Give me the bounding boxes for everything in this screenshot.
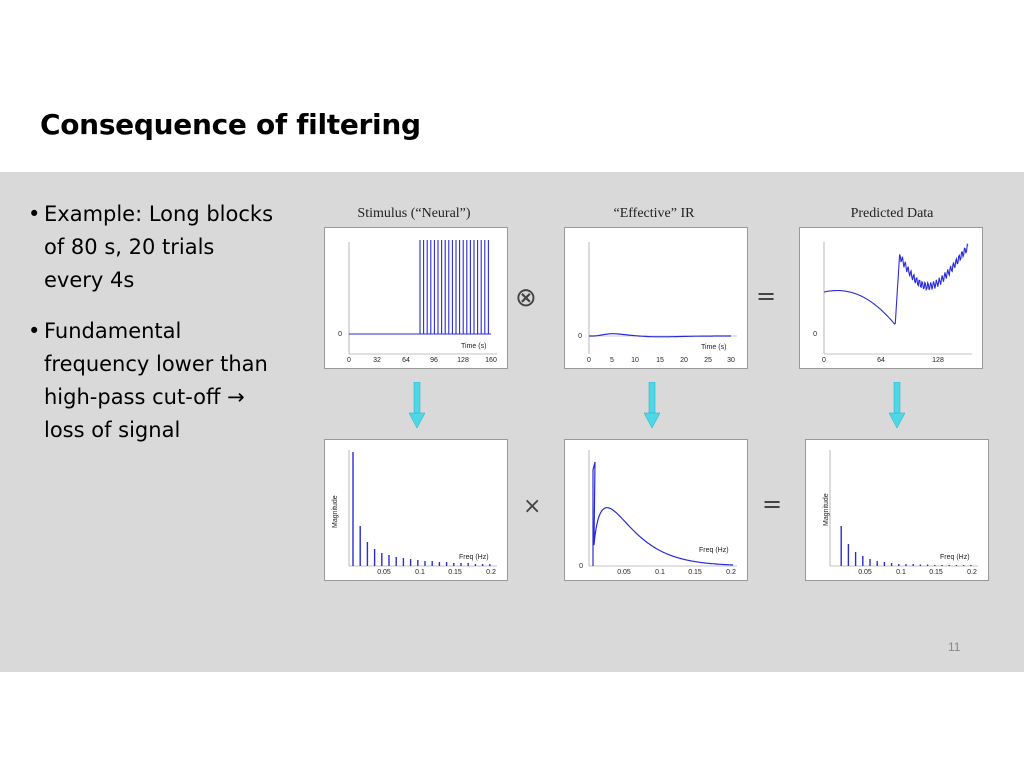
x-tick-label: 30 — [727, 357, 735, 364]
x-tick-label: 64 — [877, 357, 885, 364]
x-tick-label: 0.2 — [726, 569, 736, 576]
x-axis-label: Time (s) — [701, 344, 726, 351]
x-tick-label: 0.1 — [415, 569, 425, 576]
y-tick-label: 0 — [338, 331, 342, 338]
x-tick-label: 15 — [656, 357, 664, 364]
x-tick-label: 0.15 — [448, 569, 462, 576]
x-tick-label: 128 — [932, 357, 944, 364]
x-tick-label: 0.15 — [929, 569, 943, 576]
x-tick-label: 10 — [631, 357, 639, 364]
x-axis-label: Time (s) — [461, 343, 486, 350]
y-axis-label: Magnitude — [823, 493, 830, 526]
ir-title: “Effective” IR — [613, 206, 695, 221]
x-axis-label: Freq (Hz) — [459, 554, 489, 561]
x-tick-label: 5 — [610, 357, 614, 364]
spectrum-bars — [352, 452, 491, 566]
stim-spectrum-plot: Magnitude Freq (Hz) 0.05 0.1 0.15 0.2 — [332, 450, 497, 576]
page-number: 11 — [948, 640, 961, 654]
y-axis-label: Magnitude — [332, 495, 339, 528]
stim-spectrum-panel: Magnitude Freq (Hz) 0.05 0.1 0.15 0.2 — [324, 439, 508, 581]
ir-spectrum-panel: 0 Freq (Hz) 0.05 0.1 0.15 0.2 — [564, 439, 748, 581]
y-tick-label: 0 — [578, 333, 582, 340]
equals-operator: = — [756, 282, 777, 310]
x-axis-label: Freq (Hz) — [699, 547, 729, 554]
equals-operator: = — [762, 490, 783, 518]
x-tick-label: 32 — [373, 357, 381, 364]
bullet-list: Example: Long blocks of 80 s, 20 trials … — [28, 198, 278, 465]
x-tick-label: 96 — [430, 357, 438, 364]
x-tick-label: 20 — [680, 357, 688, 364]
x-tick-label: 128 — [457, 357, 469, 364]
y-tick-label: 0 — [579, 563, 583, 570]
slide-title: Consequence of filtering — [40, 108, 421, 141]
x-tick-label: 0.15 — [688, 569, 702, 576]
x-tick-label: 0 — [822, 357, 826, 364]
predicted-panel: 0 0 64 128 — [799, 227, 983, 369]
stimulus-plot: 0 Time (s) 0 32 64 96 128 160 — [338, 240, 497, 364]
down-arrow-icon — [644, 382, 660, 429]
pred-spectrum-panel: Magnitude Freq (Hz) 0.05 0.1 0.15 0.2 — [805, 439, 989, 581]
x-axis-label: Freq (Hz) — [940, 554, 970, 561]
x-tick-label: 0.2 — [486, 569, 496, 576]
x-tick-label: 25 — [704, 357, 712, 364]
x-tick-label: 0.1 — [896, 569, 906, 576]
predicted-plot: 0 0 64 128 — [813, 242, 972, 364]
x-tick-label: 0.2 — [967, 569, 977, 576]
down-arrow-icon — [889, 382, 905, 429]
x-tick-label: 160 — [485, 357, 497, 364]
multiply-operator: × — [523, 494, 542, 519]
y-tick-label: 0 — [813, 331, 817, 338]
ir-curve — [589, 333, 731, 338]
predicted-curve — [823, 242, 969, 325]
ir-spectrum-plot: 0 Freq (Hz) 0.05 0.1 0.15 0.2 — [579, 450, 737, 576]
down-arrow-icon — [409, 382, 425, 429]
pred-spectrum-plot: Magnitude Freq (Hz) 0.05 0.1 0.15 0.2 — [823, 450, 978, 576]
x-tick-label: 0.05 — [617, 569, 631, 576]
bullet-item: Example: Long blocks of 80 s, 20 trials … — [28, 198, 278, 297]
stimulus-title: Stimulus (“Neural”) — [357, 206, 471, 221]
predicted-title: Predicted Data — [850, 206, 934, 221]
spectrum-bars — [840, 526, 972, 566]
ir-spectrum-curve — [592, 461, 734, 566]
x-tick-label: 0.05 — [858, 569, 872, 576]
x-tick-label: 64 — [402, 357, 410, 364]
x-tick-label: 0 — [347, 357, 351, 364]
bullet-item: Fundamental frequency lower than high-pa… — [28, 315, 278, 447]
x-tick-label: 0.05 — [377, 569, 391, 576]
x-tick-label: 0 — [587, 357, 591, 364]
ir-panel: 0 Time (s) 0 5 10 15 20 25 30 — [564, 227, 748, 369]
ir-plot: 0 Time (s) 0 5 10 15 20 25 30 — [578, 242, 737, 364]
x-tick-label: 0.1 — [655, 569, 665, 576]
convolve-operator: ⊗ — [515, 283, 537, 313]
stimulus-signal — [349, 240, 491, 335]
stimulus-panel: 0 Time (s) 0 32 64 96 128 160 — [324, 227, 508, 369]
